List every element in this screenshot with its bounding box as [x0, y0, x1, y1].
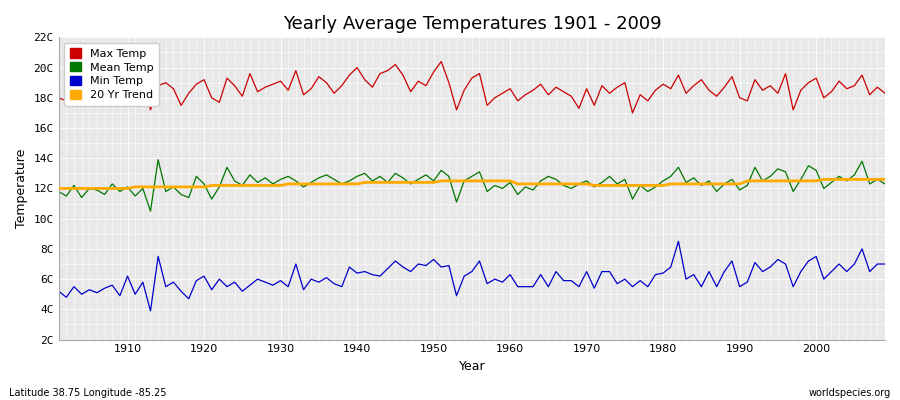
- Line: 20 Yr Trend: 20 Yr Trend: [58, 179, 885, 188]
- 20 Yr Trend: [597, 183, 608, 188]
- Max Temp: [604, 91, 615, 96]
- Line: Mean Temp: Mean Temp: [58, 160, 885, 211]
- Text: Latitude 38.75 Longitude -85.25: Latitude 38.75 Longitude -85.25: [9, 388, 166, 398]
- Mean Temp: [879, 182, 890, 186]
- Min Temp: [114, 293, 125, 298]
- 20 Yr Trend: [505, 178, 516, 183]
- Min Temp: [505, 272, 516, 277]
- 20 Yr Trend: [818, 177, 829, 182]
- Max Temp: [627, 110, 638, 115]
- Min Temp: [879, 262, 890, 266]
- Line: Min Temp: Min Temp: [58, 241, 885, 311]
- Min Temp: [53, 289, 64, 294]
- Min Temp: [604, 269, 615, 274]
- Min Temp: [512, 284, 523, 289]
- Mean Temp: [344, 178, 355, 183]
- Mean Temp: [520, 184, 531, 189]
- Mean Temp: [298, 184, 309, 189]
- Mean Temp: [153, 157, 164, 162]
- 20 Yr Trend: [879, 177, 890, 182]
- Line: Max Temp: Max Temp: [58, 62, 885, 113]
- Legend: Max Temp, Mean Temp, Min Temp, 20 Yr Trend: Max Temp, Mean Temp, Min Temp, 20 Yr Tre…: [64, 43, 159, 106]
- Max Temp: [436, 59, 446, 64]
- Max Temp: [879, 91, 890, 96]
- Max Temp: [283, 88, 293, 93]
- Mean Temp: [512, 192, 523, 197]
- 20 Yr Trend: [53, 186, 64, 191]
- Min Temp: [337, 284, 347, 289]
- Text: worldspecies.org: worldspecies.org: [809, 388, 891, 398]
- Min Temp: [291, 262, 302, 266]
- Min Temp: [673, 239, 684, 244]
- Y-axis label: Temperature: Temperature: [15, 149, 28, 228]
- Max Temp: [53, 95, 64, 100]
- 20 Yr Trend: [114, 186, 125, 191]
- Max Temp: [512, 98, 523, 103]
- X-axis label: Year: Year: [458, 360, 485, 373]
- 20 Yr Trend: [497, 178, 508, 183]
- Max Temp: [505, 86, 516, 91]
- Mean Temp: [145, 209, 156, 214]
- 20 Yr Trend: [283, 182, 293, 186]
- Max Temp: [114, 88, 125, 93]
- Title: Yearly Average Temperatures 1901 - 2009: Yearly Average Temperatures 1901 - 2009: [283, 15, 662, 33]
- 20 Yr Trend: [328, 182, 339, 186]
- Mean Temp: [114, 189, 125, 194]
- Max Temp: [328, 91, 339, 96]
- Min Temp: [145, 308, 156, 313]
- Mean Temp: [53, 189, 64, 194]
- Mean Temp: [612, 182, 623, 186]
